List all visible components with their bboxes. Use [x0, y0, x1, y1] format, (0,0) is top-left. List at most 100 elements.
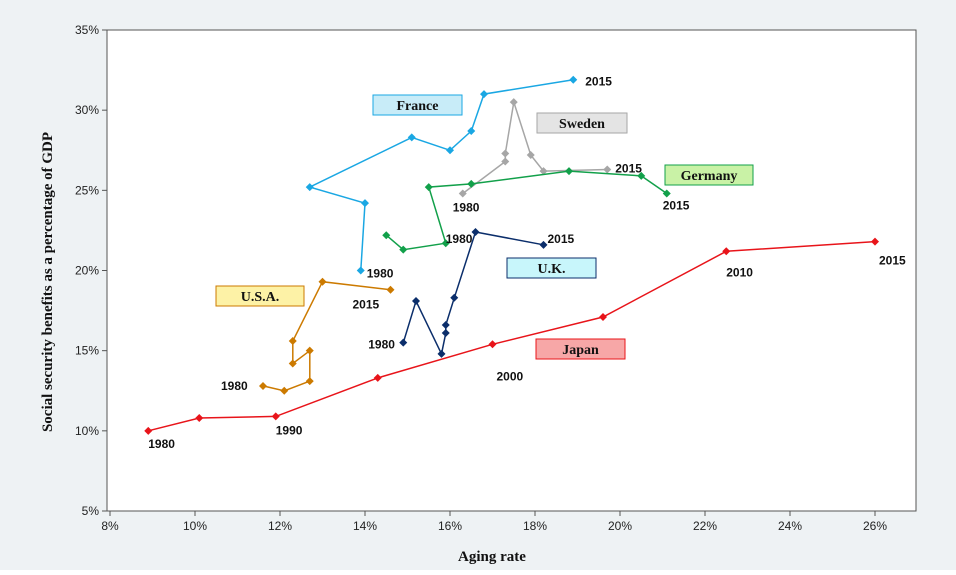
series-u-s-a	[259, 277, 395, 395]
data-point-sweden	[603, 165, 612, 174]
year-label-sweden: 1980	[453, 201, 480, 215]
country-label-u-k: U.K.	[506, 257, 597, 279]
data-point-u-k	[471, 228, 480, 237]
x-tick-label: 14%	[353, 519, 377, 533]
data-point-france	[569, 75, 578, 84]
country-box-u-k	[506, 257, 597, 279]
data-point-u-s-a	[259, 381, 267, 390]
data-point-germany	[399, 245, 408, 254]
year-label-u-s-a: 1980	[221, 379, 248, 393]
data-point-france	[356, 266, 365, 275]
data-point-u-k	[539, 240, 548, 249]
x-tick-label: 8%	[101, 519, 119, 533]
x-tick-label: 20%	[608, 519, 632, 533]
series-line-japan	[148, 240, 876, 432]
data-point-u-s-a	[386, 285, 395, 294]
series-japan	[144, 237, 879, 435]
data-point-france	[446, 146, 454, 155]
year-label-france: 2015	[585, 75, 612, 89]
country-box-france	[372, 94, 463, 116]
data-point-japan	[599, 312, 607, 321]
data-point-france	[361, 199, 369, 208]
data-point-u-s-a	[288, 337, 297, 346]
y-tick-label: 20%	[75, 264, 99, 278]
year-label-u-k: 1980	[368, 338, 395, 352]
data-point-france	[407, 133, 416, 142]
year-label-japan: 2010	[726, 265, 753, 279]
x-tick-label: 24%	[778, 519, 802, 533]
year-label-sweden: 2015	[615, 161, 642, 175]
data-point-sweden	[501, 157, 510, 166]
data-point-u-s-a	[318, 277, 327, 286]
x-tick-label: 22%	[693, 519, 717, 533]
y-tick-label: 35%	[75, 23, 99, 37]
series-u-k	[399, 228, 548, 358]
series-line-u-s-a	[262, 280, 391, 392]
y-tick-label: 10%	[75, 424, 99, 438]
series-line-u-k	[402, 231, 544, 357]
x-tick-label: 12%	[268, 519, 292, 533]
year-label-japan: 1980	[148, 437, 175, 451]
year-label-france: 1980	[367, 267, 394, 281]
y-tick-label: 30%	[75, 103, 99, 117]
country-name-sweden: Sweden	[559, 117, 605, 132]
country-label-germany: Germany	[664, 164, 754, 186]
data-point-u-k	[437, 349, 446, 358]
country-name-u-k: U.K.	[538, 262, 566, 277]
country-label-japan: Japan	[535, 338, 626, 360]
year-label-japan: 2015	[879, 254, 906, 268]
country-box-japan	[535, 338, 626, 360]
data-point-u-s-a	[280, 386, 289, 395]
data-point-sweden	[526, 151, 535, 160]
country-name-japan: Japan	[562, 343, 599, 358]
data-point-u-k	[441, 321, 450, 330]
year-label-u-k: 2015	[548, 232, 575, 246]
data-point-u-s-a	[288, 359, 297, 368]
country-labels: Japan U.S.A. U.K. France Sweden Germany	[215, 94, 754, 360]
country-box-u-s-a	[215, 285, 305, 307]
data-point-germany	[467, 179, 476, 188]
country-box-germany	[664, 164, 754, 186]
data-point-germany	[662, 189, 671, 198]
x-axis-title: Aging rate	[458, 549, 526, 565]
country-name-germany: Germany	[681, 169, 738, 184]
data-point-germany	[637, 171, 646, 180]
data-point-germany	[441, 239, 450, 248]
axis-ticks: 8% 10% 12% 14% 16% 18% 20% 22% 24% 26% 5% 10% 15% 20%…	[75, 23, 887, 533]
y-axis-title: Social security benefits as a percentage…	[40, 132, 56, 432]
x-tick-label: 10%	[183, 519, 207, 533]
series-line-germany	[385, 170, 668, 251]
point-labels: 1980 1990 2000 2010 2015 1980 2015 1980 2015 1980…	[148, 75, 906, 451]
country-label-france: France	[372, 94, 463, 116]
country-name-u-s-a: U.S.A.	[241, 290, 280, 305]
data-point-u-k	[441, 329, 450, 338]
data-point-germany	[382, 231, 391, 240]
data-point-france	[467, 127, 476, 136]
data-point-sweden	[539, 167, 548, 176]
data-point-japan	[722, 247, 731, 256]
data-point-japan	[488, 340, 497, 349]
data-point-japan	[871, 237, 879, 246]
y-tick-label: 25%	[75, 183, 99, 197]
data-point-france	[480, 90, 488, 99]
year-label-germany: 1980	[446, 232, 473, 246]
x-tick-label: 16%	[438, 519, 462, 533]
data-point-u-k	[412, 296, 420, 305]
data-point-u-k	[399, 338, 408, 347]
series-sweden	[458, 98, 612, 198]
data-point-japan	[373, 373, 382, 382]
year-label-germany: 2015	[663, 199, 690, 213]
data-point-germany	[565, 167, 573, 176]
data-point-sweden	[509, 98, 518, 107]
data-point-japan	[144, 426, 153, 435]
series-layer	[144, 75, 879, 435]
year-label-japan: 2000	[497, 369, 524, 383]
country-name-france: France	[397, 99, 439, 114]
x-tick-label: 26%	[863, 519, 887, 533]
year-label-japan: 1990	[276, 423, 303, 437]
x-tick-label: 18%	[523, 519, 547, 533]
data-point-sweden	[458, 189, 467, 198]
y-tick-label: 15%	[75, 344, 99, 358]
